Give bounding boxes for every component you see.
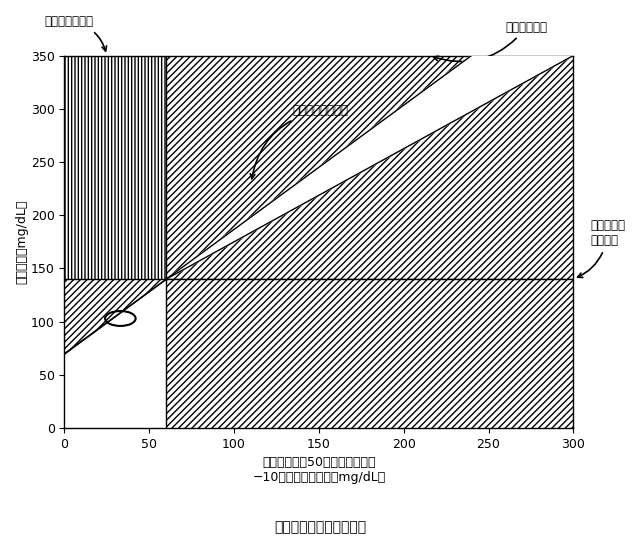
Polygon shape (166, 55, 472, 279)
Polygon shape (65, 279, 166, 428)
Text: 治療可能マージン: 治療可能マージン (250, 104, 349, 179)
Polygon shape (65, 55, 166, 354)
Polygon shape (166, 55, 573, 279)
Text: 低血糖リスク: 低血糖リスク (433, 20, 547, 62)
Text: ターゲット変動: ターゲット変動 (44, 15, 107, 51)
Polygon shape (166, 55, 573, 279)
Polygon shape (166, 55, 573, 279)
Polygon shape (65, 279, 166, 354)
Polygon shape (166, 279, 573, 428)
Text: ゾーン定義の代替の設計: ゾーン定義の代替の設計 (274, 521, 366, 535)
Text: ターゲット
メジアン: ターゲット メジアン (577, 220, 625, 278)
X-axis label: 低範囲変動、50パーセンタイル
−10パーセンタイル（mg/dL）: 低範囲変動、50パーセンタイル −10パーセンタイル（mg/dL） (252, 456, 385, 484)
Y-axis label: メジアン（mg/dL）: メジアン（mg/dL） (15, 200, 28, 284)
